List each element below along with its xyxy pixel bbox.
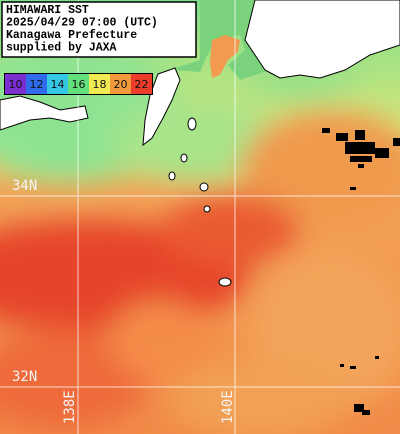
colorbar-label: 12 (30, 78, 44, 91)
bay (210, 35, 240, 78)
colorbar: 10 12 14 16 18 20 22 (4, 73, 153, 95)
lat-label: 32N (12, 369, 37, 385)
colorbar-swatch (89, 74, 110, 94)
header-line: 2025/04/29 07:00 (UTC) (6, 17, 158, 30)
header-line: supplied by JAXA (6, 42, 117, 55)
cloud-mask (322, 128, 400, 415)
colorbar-swatch (68, 74, 89, 94)
colorbar-label: 10 (9, 78, 23, 91)
colorbar-swatch (131, 74, 152, 94)
header-line: HIMAWARI SST (6, 4, 89, 17)
lat-label: 34N (12, 178, 37, 194)
colorbar-swatch (110, 74, 131, 94)
colorbar-label: 16 (72, 78, 86, 91)
colorbar-label: 18 (93, 78, 107, 91)
colorbar-label: 14 (51, 78, 65, 91)
colorbar-label: 20 (114, 78, 128, 91)
header-box (1, 1, 197, 58)
colorbar-swatch (47, 74, 68, 94)
header-line: Kanagawa Prefecture (6, 29, 137, 42)
islands (168, 117, 232, 287)
colorbar-swatch (5, 74, 26, 94)
colorbar-swatch (26, 74, 47, 94)
lon-label: 140E (220, 390, 236, 424)
land-west (0, 95, 89, 131)
land-peninsula (142, 67, 181, 147)
colorbar-label: 22 (135, 78, 149, 91)
lon-label: 138E (62, 390, 78, 424)
land (244, 0, 400, 79)
